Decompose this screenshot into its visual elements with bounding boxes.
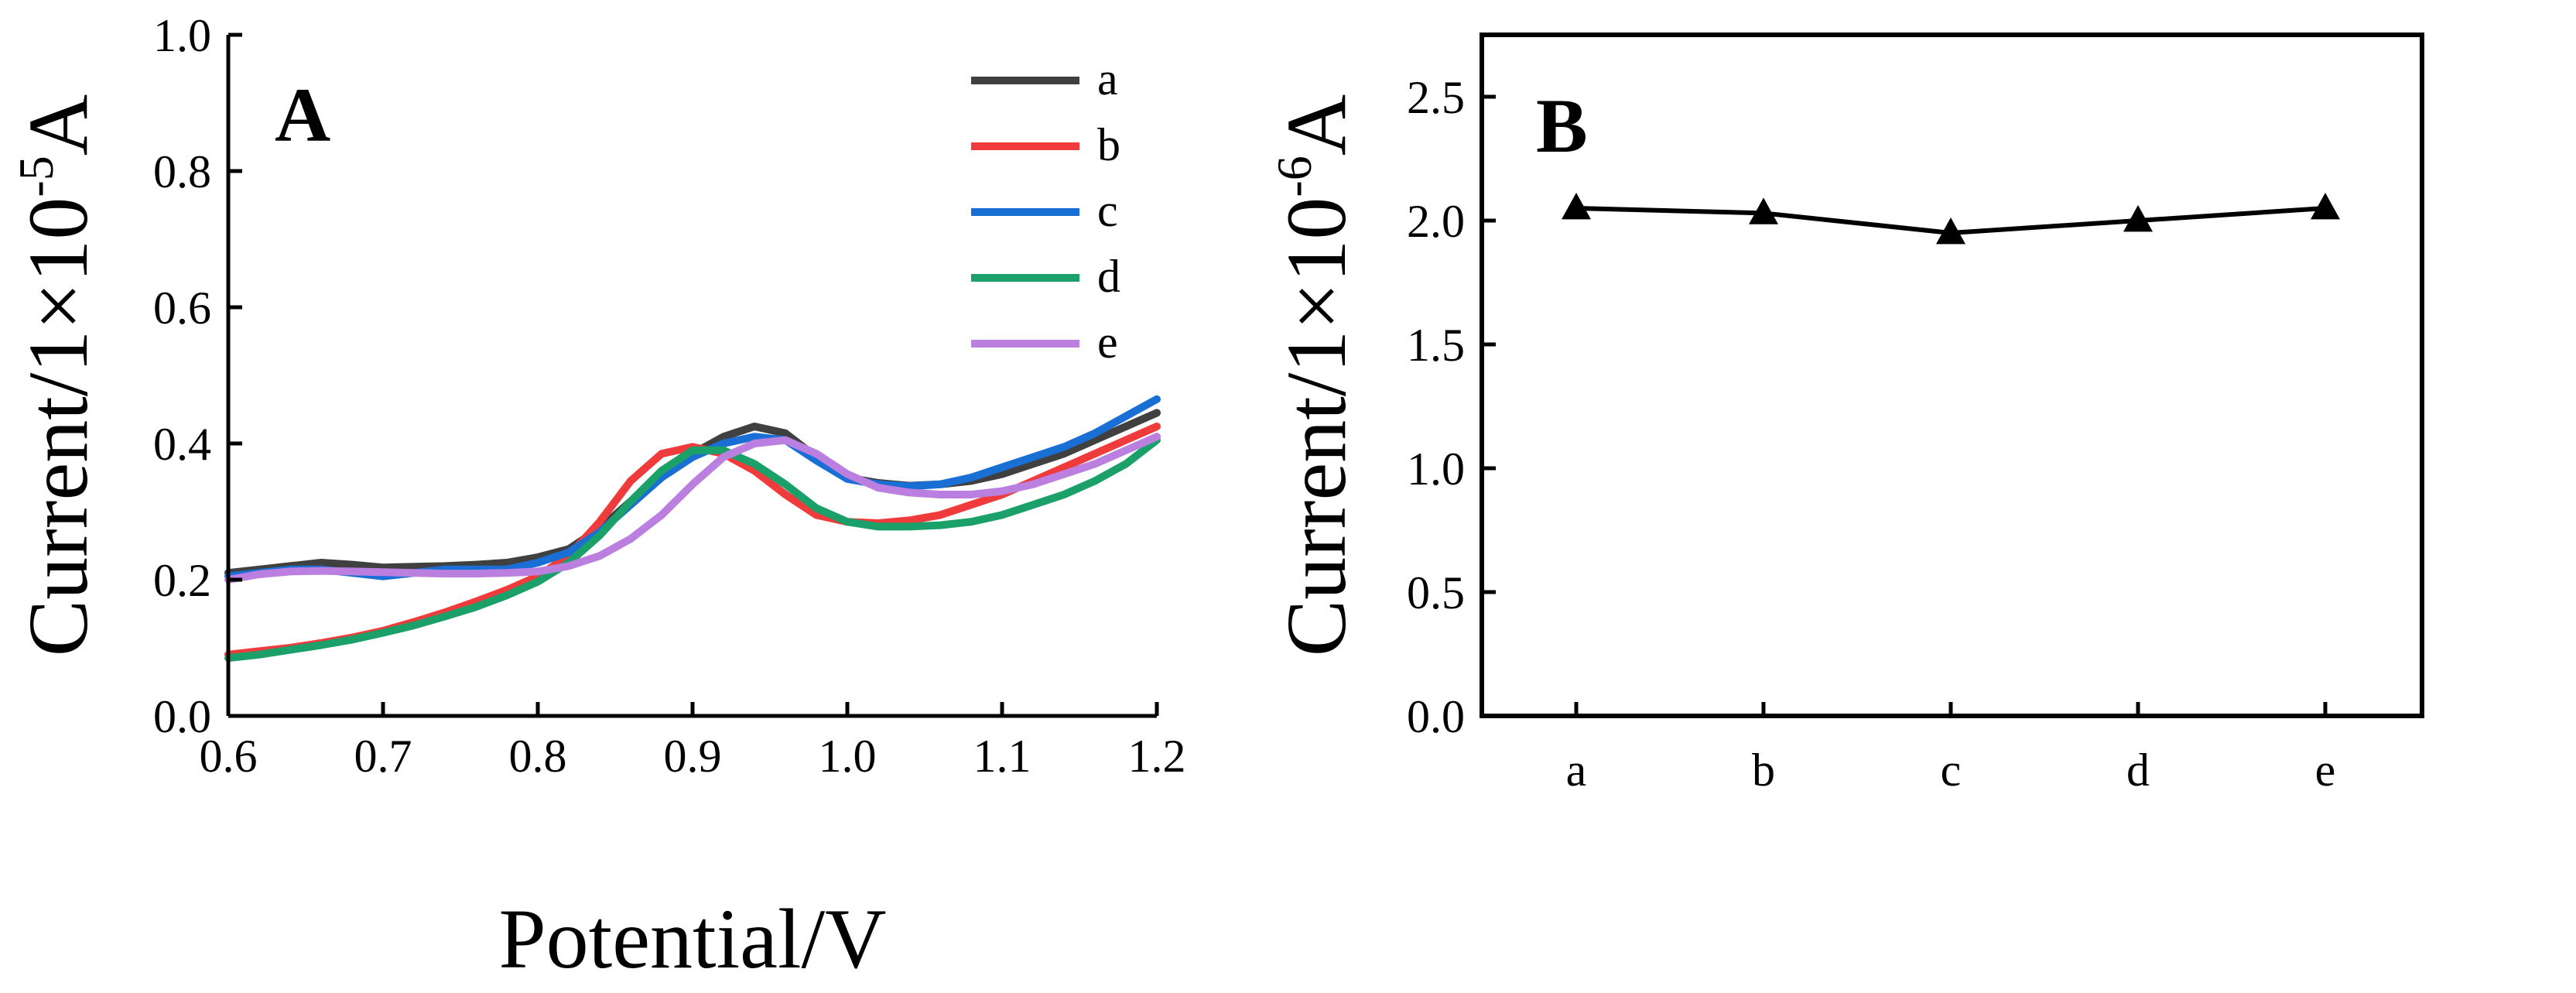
panel-b-y-tick-label: 2.5 <box>1407 72 1465 123</box>
panel-b-y-title-exponent: -6 <box>1267 156 1322 197</box>
panel-a-y-tick-label: 1.0 <box>153 10 211 61</box>
panel-a-series-e-line <box>224 433 1161 584</box>
panel-b-y-axis-title: Current/1×10-6A <box>1267 94 1363 656</box>
panel-a-series-c-line <box>224 395 1161 580</box>
panel-a-label: A <box>275 72 330 158</box>
panel-a-x-tick-label: 0.8 <box>509 731 567 782</box>
panel-b-x-tick-label: a <box>1566 745 1587 796</box>
panel-a-x-tick-label: 0.7 <box>354 731 412 782</box>
panel-b-x-tick-label: d <box>2126 745 2150 796</box>
panel-a-x-tick-label: 1.1 <box>973 731 1031 782</box>
legend-label-e: e <box>1097 317 1118 368</box>
panel-b-y-tick-label: 1.0 <box>1407 443 1465 495</box>
panel-b-point-a <box>1562 193 1591 220</box>
panel-a-y-title-exponent: -5 <box>9 156 63 197</box>
panel-b-y-tick-label: 0.0 <box>1407 691 1465 742</box>
panel-b-y-title-unit: A <box>1269 94 1363 156</box>
panel-b-y-tick-label: 2.0 <box>1407 196 1465 247</box>
legend-label-a: a <box>1097 53 1118 104</box>
panel-a-x-tick-label: 0.9 <box>664 731 722 782</box>
panel-b-point-d <box>2123 205 2153 232</box>
panel-a-y-axis-title: Current/1×10-5A <box>9 94 105 656</box>
panel-b-y-title-base: Current/1×10 <box>1269 197 1363 657</box>
panel-a-y-tick-label: 0.2 <box>153 555 211 606</box>
panel-b-x-tick-label: e <box>2315 745 2336 796</box>
panel-b-series-group <box>1562 193 2340 245</box>
panel-a-series-d-line <box>224 436 1161 663</box>
panel-b-y-tick-label: 0.5 <box>1407 567 1465 618</box>
panel-b-point-c <box>1936 217 1965 245</box>
panel-b-point-e <box>2311 193 2340 220</box>
panel-a-chart: 0.6 0.7 0.8 0.9 1.0 1.1 1.20.00.20.40.60.81.0 … <box>9 10 1186 986</box>
panel-a-x-tick-label: 1.0 <box>819 731 877 782</box>
panel-a-x-tick-label: 0.6 <box>200 731 258 782</box>
panel-b-frame <box>1480 33 2424 718</box>
panel-a-y-tick-label: 0.6 <box>153 282 211 334</box>
panel-a-y-tick-label: 0.0 <box>153 691 211 742</box>
panel-a-x-tick-label: 1.2 <box>1128 731 1186 782</box>
legend-label-d: d <box>1097 251 1120 302</box>
panel-a-series-group <box>224 395 1161 663</box>
panel-b-x-tick-label: b <box>1752 745 1775 796</box>
panel-a-series-a-line <box>224 409 1161 577</box>
panel-a-y-title-unit: A <box>11 94 105 156</box>
panel-b-y-tick-label: 1.5 <box>1407 320 1465 371</box>
panel-b-x-tick-label: c <box>1941 745 1962 796</box>
panel-a-y-title-base: Current/1×10 <box>11 197 105 657</box>
panel-b-point-b <box>1749 197 1778 224</box>
panel-b-chart: 0.0 0.5 1.0 1.5 2.0 2.5 a b c d e B Current/1×10-6… <box>1267 33 2424 796</box>
panel-b-label: B <box>1536 83 1588 169</box>
panel-a-y-tick-label: 0.8 <box>153 146 211 197</box>
legend-label-b: b <box>1097 119 1120 170</box>
legend-label-c: c <box>1097 185 1118 236</box>
panel-a-x-axis-title: Potential/V <box>498 892 886 986</box>
panel-a-y-tick-label: 0.4 <box>153 419 211 470</box>
